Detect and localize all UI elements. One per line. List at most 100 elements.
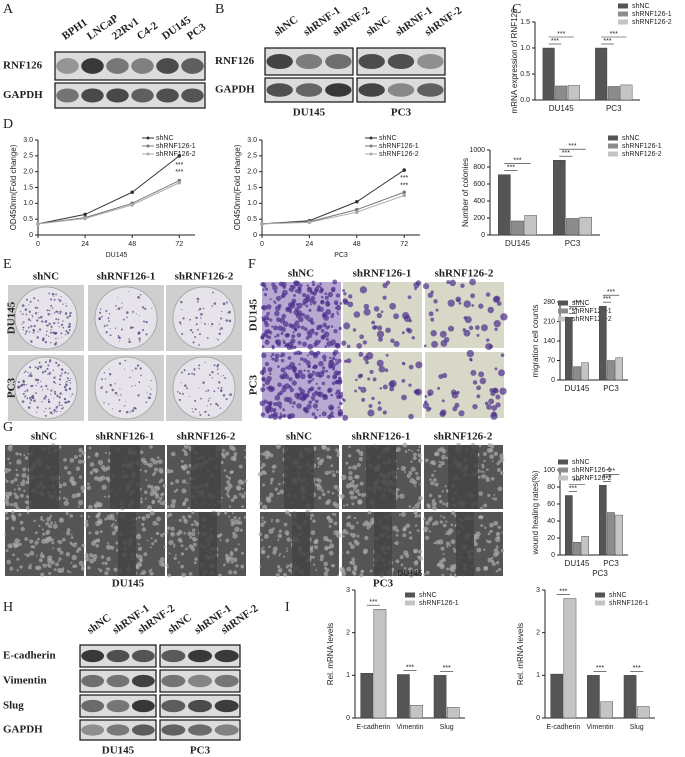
- cell: [171, 451, 176, 457]
- cell: [200, 321, 202, 323]
- legend-label: shRNF126-1: [379, 143, 419, 150]
- x-tick-label: PC3: [606, 104, 622, 113]
- y-tick-label: 100: [543, 467, 555, 474]
- band: [81, 674, 105, 688]
- cell: [449, 573, 452, 577]
- cell: [121, 302, 123, 304]
- cell: [273, 402, 278, 407]
- cell: [194, 336, 197, 338]
- cell: [373, 306, 380, 312]
- panel-label: I: [285, 600, 290, 615]
- legend-label: shNC: [609, 592, 627, 599]
- cell: [53, 381, 56, 384]
- cell: [40, 515, 43, 519]
- cell: [161, 562, 166, 568]
- y-axis-label: migration cell counts: [531, 305, 540, 378]
- cell: [263, 533, 269, 539]
- bar: [397, 674, 410, 719]
- y-tick-label: 0: [551, 377, 555, 384]
- cell: [195, 323, 198, 326]
- cell: [148, 569, 151, 573]
- cell: [345, 461, 349, 465]
- cell: [266, 304, 272, 310]
- cell: [312, 370, 316, 374]
- cell: [181, 488, 187, 494]
- cell: [36, 411, 38, 413]
- y-tick-label: 0.5: [520, 71, 530, 78]
- cell: [123, 318, 125, 321]
- cell: [188, 572, 193, 576]
- cell: [59, 374, 62, 377]
- cell: [198, 333, 201, 336]
- cell: [450, 539, 456, 545]
- band: [131, 58, 154, 74]
- cell: [308, 400, 313, 405]
- point: [402, 190, 407, 195]
- cell: [147, 484, 152, 489]
- band: [81, 724, 105, 736]
- cell: [281, 387, 287, 393]
- cell: [309, 320, 313, 323]
- cell: [66, 331, 70, 335]
- cell: [348, 490, 354, 495]
- cell: [309, 374, 312, 377]
- cell: [335, 470, 339, 474]
- cell: [123, 405, 126, 407]
- cell: [288, 568, 292, 573]
- legend-label: shRNF126-1: [609, 600, 649, 607]
- cell: [61, 537, 66, 542]
- legend-label: shRNF126-2: [622, 151, 662, 158]
- cell: [282, 555, 286, 558]
- cell: [115, 309, 117, 311]
- cell: [230, 522, 235, 527]
- cell: [119, 388, 121, 390]
- cell: [141, 516, 145, 520]
- cell: [187, 373, 190, 376]
- cell: [278, 415, 282, 420]
- blot-strip: [79, 719, 157, 741]
- cell: [445, 541, 451, 546]
- cell: [427, 292, 434, 298]
- cell: [65, 305, 68, 307]
- cell: [5, 549, 9, 553]
- y-tick-label: 0: [481, 232, 485, 239]
- cell: [108, 403, 110, 405]
- cell: [474, 534, 480, 540]
- cell: [47, 398, 50, 401]
- cell: [294, 280, 301, 287]
- cell: [333, 329, 338, 334]
- cell: [262, 483, 266, 487]
- cell: [493, 320, 501, 328]
- cell: [321, 444, 327, 450]
- legend-swatch: [558, 459, 568, 465]
- cell: [84, 552, 89, 557]
- cell: [181, 332, 184, 336]
- cell: [480, 470, 483, 473]
- band: [106, 674, 130, 688]
- point: [83, 216, 87, 221]
- cell: [241, 551, 244, 555]
- cell: [183, 532, 186, 535]
- cell: [496, 467, 501, 472]
- sig-label: ***: [507, 164, 515, 171]
- cell: [194, 399, 197, 402]
- cell: [331, 470, 335, 473]
- cell: [320, 299, 325, 305]
- cell: [309, 517, 313, 520]
- cell: [138, 381, 141, 383]
- cell: [331, 381, 336, 386]
- cell: [297, 369, 303, 375]
- cell: [160, 502, 163, 505]
- group-label: DU145: [102, 745, 135, 757]
- cell: [139, 367, 142, 370]
- cell: [60, 411, 62, 413]
- cell: [192, 542, 197, 547]
- cell: [55, 361, 58, 365]
- cell: [159, 469, 164, 474]
- cell: [66, 380, 68, 383]
- group-label: DU145: [112, 578, 145, 590]
- point: [355, 210, 359, 214]
- cell: [286, 537, 291, 542]
- cell: [347, 515, 352, 519]
- cell: [284, 383, 290, 389]
